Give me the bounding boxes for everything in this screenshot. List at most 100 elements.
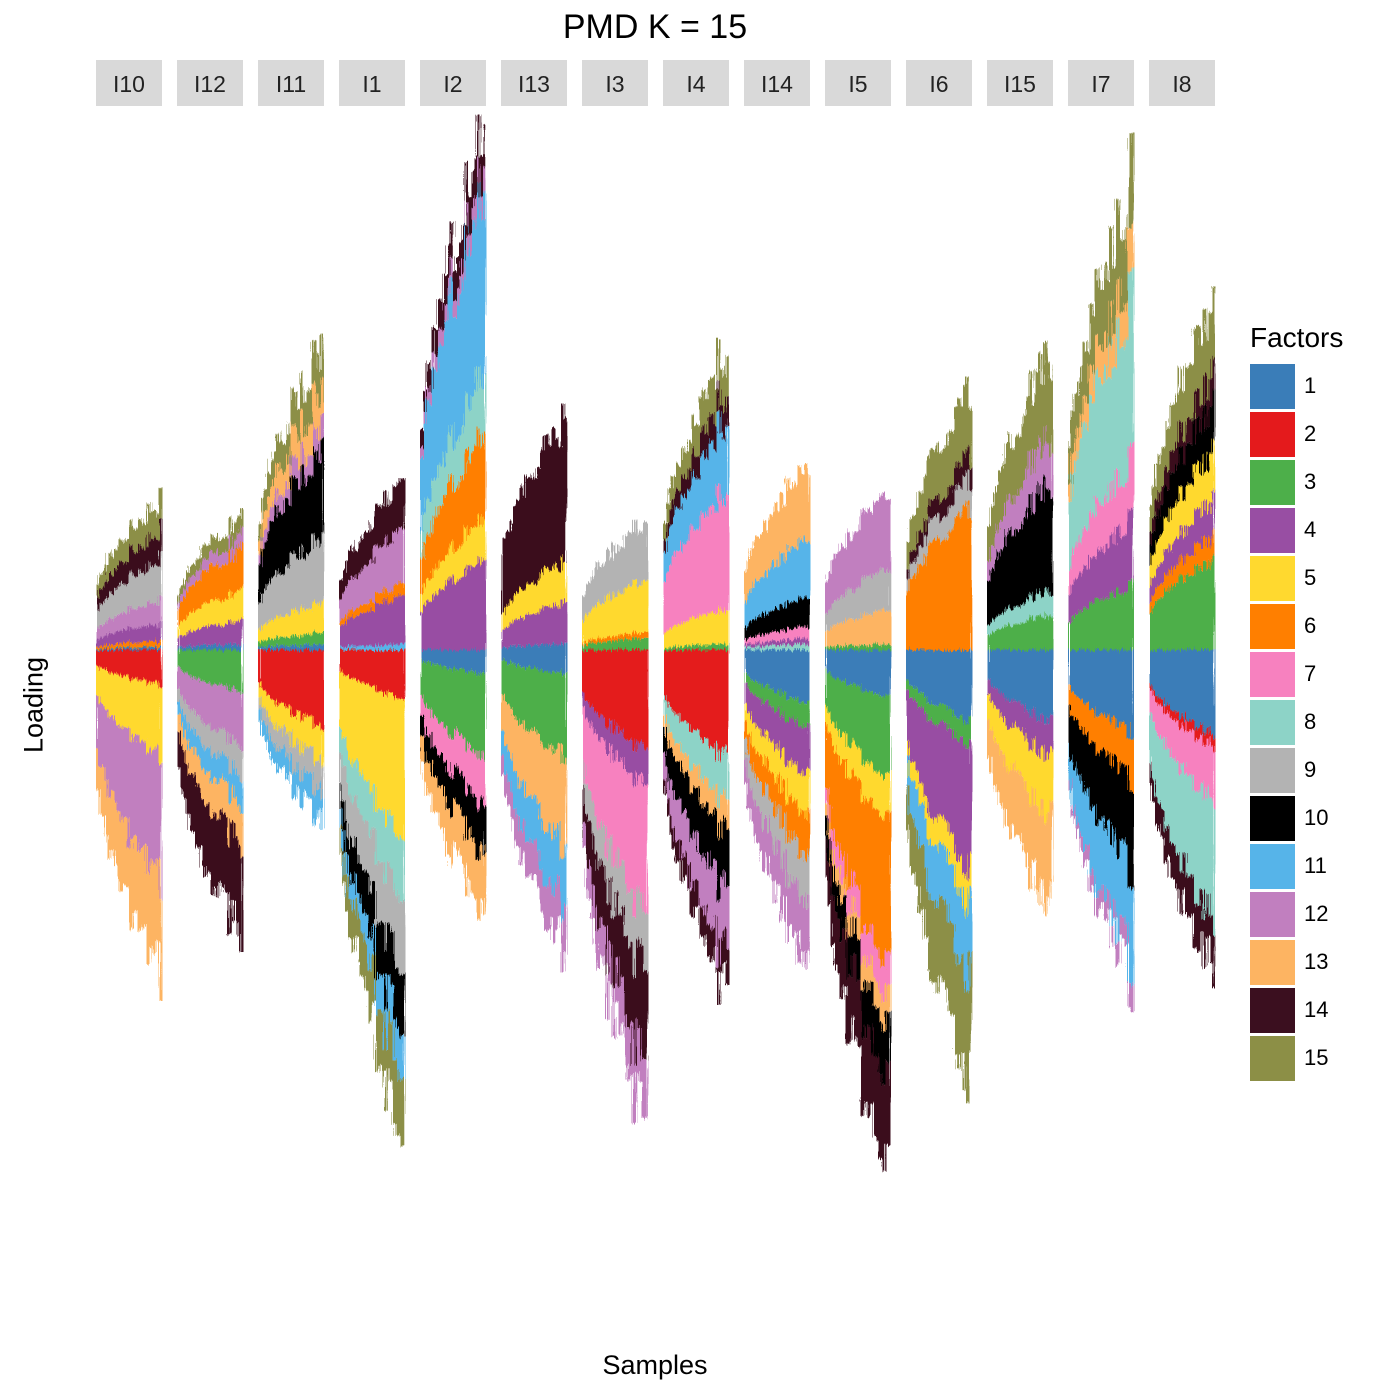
bar-segment-factor-12 bbox=[693, 831, 697, 881]
bar-segment-factor-10 bbox=[1071, 715, 1075, 761]
bar-segment-factor-1 bbox=[990, 650, 994, 685]
bar-segment-factor-5 bbox=[921, 781, 925, 804]
bar-segment-factor-12 bbox=[393, 532, 397, 586]
bar-segment-factor-12 bbox=[1128, 982, 1132, 1008]
bar-segment-factor-5 bbox=[1029, 750, 1033, 807]
bar-segment-factor-6 bbox=[792, 801, 796, 840]
bar-segment-factor-6 bbox=[354, 610, 358, 619]
bar-segment-factor-3 bbox=[600, 642, 604, 650]
bar-segment-factor-10 bbox=[468, 785, 472, 827]
bar-segment-factor-6 bbox=[747, 733, 751, 755]
bar-segment-factor-13 bbox=[1077, 428, 1081, 452]
bar-segment-factor-12 bbox=[549, 876, 553, 919]
bar-segment-factor-3 bbox=[1044, 612, 1048, 650]
bar-segment-factor-5 bbox=[192, 612, 196, 632]
bar-segment-factor-12 bbox=[507, 780, 511, 806]
bar-segment-factor-1 bbox=[294, 644, 298, 650]
bar-segment-factor-12 bbox=[528, 839, 532, 876]
bar-segment-factor-4 bbox=[924, 713, 928, 797]
bar-segment-factor-1 bbox=[312, 643, 316, 650]
bar-segment-factor-4 bbox=[792, 720, 796, 764]
bar-segment-factor-4 bbox=[987, 679, 991, 695]
bar-segment-factor-3 bbox=[180, 650, 184, 671]
bar-segment-factor-13 bbox=[114, 802, 118, 865]
bar-segment-factor-12 bbox=[636, 1018, 640, 1072]
bar-segment-factor-3 bbox=[267, 639, 271, 647]
bar-segment-factor-1 bbox=[948, 650, 952, 710]
bar-segment-factor-4 bbox=[123, 630, 127, 644]
bar-segment-factor-13 bbox=[846, 618, 850, 646]
bar-segment-factor-15 bbox=[1122, 240, 1126, 312]
bar-segment-factor-14 bbox=[924, 519, 928, 536]
bar-segment-factor-12 bbox=[240, 694, 244, 751]
bar-segment-factor-14 bbox=[948, 486, 952, 507]
bar-segment-factor-14 bbox=[192, 774, 196, 831]
bar-segment-factor-2 bbox=[306, 650, 310, 717]
bar-segment-factor-14 bbox=[207, 803, 211, 874]
facet-bars-I8 bbox=[1149, 286, 1216, 989]
bar-segment-factor-12 bbox=[768, 832, 772, 876]
bar-segment-factor-6 bbox=[99, 645, 103, 649]
bar-segment-factor-4 bbox=[423, 605, 427, 650]
bar-segment-factor-12 bbox=[261, 536, 265, 549]
bar-segment-factor-15 bbox=[177, 594, 181, 603]
bar-segment-factor-4 bbox=[183, 634, 187, 647]
bar-segment-factor-12 bbox=[210, 685, 214, 732]
bar-segment-factor-15 bbox=[720, 367, 724, 406]
bar-segment-factor-5 bbox=[285, 614, 289, 637]
bar-segment-factor-12 bbox=[372, 563, 376, 603]
bar-segment-factor-11 bbox=[375, 978, 379, 1016]
bar-segment-factor-9 bbox=[207, 724, 211, 748]
legend-label: 4 bbox=[1304, 517, 1317, 542]
bar-segment-factor-1 bbox=[501, 647, 505, 650]
bar-segment-factor-1 bbox=[993, 650, 997, 688]
facet-bars-I6 bbox=[906, 376, 973, 1104]
bar-segment-factor-6 bbox=[108, 644, 112, 649]
bar-segment-factor-7 bbox=[1197, 740, 1201, 793]
bar-segment-factor-12 bbox=[1035, 449, 1039, 494]
bar-segment-factor-10 bbox=[756, 617, 760, 636]
bar-segment-factor-12 bbox=[1110, 924, 1114, 946]
bar-segment-factor-1 bbox=[753, 650, 757, 682]
bar-segment-factor-8 bbox=[726, 753, 730, 800]
bar-segment-factor-5 bbox=[1044, 761, 1048, 824]
bar-segment-factor-12 bbox=[267, 517, 271, 532]
bar-segment-factor-1 bbox=[309, 644, 313, 650]
bar-segment-factor-8 bbox=[465, 392, 469, 449]
bar-segment-factor-5 bbox=[240, 587, 244, 619]
bar-segment-factor-10 bbox=[861, 990, 865, 1038]
bar-segment-factor-9 bbox=[909, 563, 913, 579]
bar-segment-factor-14 bbox=[138, 544, 142, 571]
bar-segment-factor-3 bbox=[615, 641, 619, 650]
bar-segment-factor-14 bbox=[393, 485, 397, 533]
bar-segment-factor-4 bbox=[1107, 548, 1111, 600]
bar-segment-factor-11 bbox=[726, 425, 730, 495]
bar-segment-factor-11 bbox=[204, 749, 208, 773]
bar-segment-factor-11 bbox=[1074, 768, 1078, 817]
bar-segment-factor-6 bbox=[756, 751, 760, 778]
bar-segment-factor-5 bbox=[927, 812, 931, 840]
bar-segment-factor-6 bbox=[192, 586, 196, 613]
bar-segment-factor-11 bbox=[687, 489, 691, 540]
bar-segment-factor-12 bbox=[639, 1027, 643, 1081]
bar-segment-factor-11 bbox=[297, 763, 301, 787]
bar-segment-factor-9 bbox=[885, 572, 889, 612]
bar-segment-factor-5 bbox=[1035, 750, 1039, 807]
bar-segment-factor-12 bbox=[996, 531, 1000, 558]
bar-segment-factor-9 bbox=[858, 587, 862, 619]
bar-segment-factor-4 bbox=[795, 719, 799, 762]
bar-segment-factor-6 bbox=[1161, 582, 1165, 597]
bar-segment-factor-14 bbox=[345, 559, 349, 586]
bar-segment-factor-4 bbox=[807, 723, 811, 770]
bar-segment-factor-14 bbox=[450, 221, 454, 257]
bar-segment-factor-3 bbox=[231, 650, 235, 687]
bar-segment-factor-9 bbox=[945, 515, 949, 539]
bar-segment-factor-12 bbox=[1107, 889, 1111, 909]
bar-segment-factor-6 bbox=[402, 582, 406, 595]
bar-segment-factor-1 bbox=[951, 650, 955, 710]
bar-segment-factor-15 bbox=[717, 337, 721, 381]
bar-segment-factor-13 bbox=[858, 618, 862, 646]
bar-segment-factor-4 bbox=[1083, 565, 1087, 608]
bar-segment-factor-12 bbox=[765, 815, 769, 855]
bar-segment-factor-7 bbox=[1167, 712, 1171, 748]
